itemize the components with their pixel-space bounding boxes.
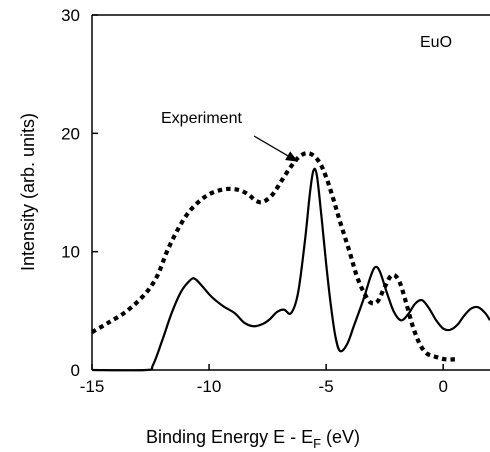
x-tick-label: -5 xyxy=(319,377,334,396)
x-axis-title-sub: F xyxy=(313,436,321,451)
ticks-layer: -15 -10 -5 0 0 10 20 30 xyxy=(61,6,448,396)
calculated-series-line xyxy=(91,167,490,372)
x-tick-label: -15 xyxy=(80,377,105,396)
annotation-label: Experiment xyxy=(161,110,242,127)
axes-layer xyxy=(91,14,490,371)
x-axis-title-main: Binding Energy E - E xyxy=(146,427,313,447)
x-tick-label: -10 xyxy=(197,377,222,396)
x-tick-label: 0 xyxy=(438,377,447,396)
sample-label: EuO xyxy=(420,34,452,51)
y-tick-label: 0 xyxy=(71,361,80,380)
y-axis-title: Intensity (arb. units) xyxy=(18,113,38,271)
annotation-arrow xyxy=(253,135,288,157)
annotation-arrowhead xyxy=(285,151,299,162)
y-tick-label: 20 xyxy=(61,124,80,143)
series-layer xyxy=(90,151,490,372)
experiment-series-line xyxy=(90,151,455,362)
x-axis-title: Binding Energy E - EF (eV) xyxy=(146,427,360,451)
y-tick-label: 10 xyxy=(61,243,80,262)
x-axis-title-unit: (eV) xyxy=(321,427,360,447)
y-tick-label: 30 xyxy=(61,6,80,25)
